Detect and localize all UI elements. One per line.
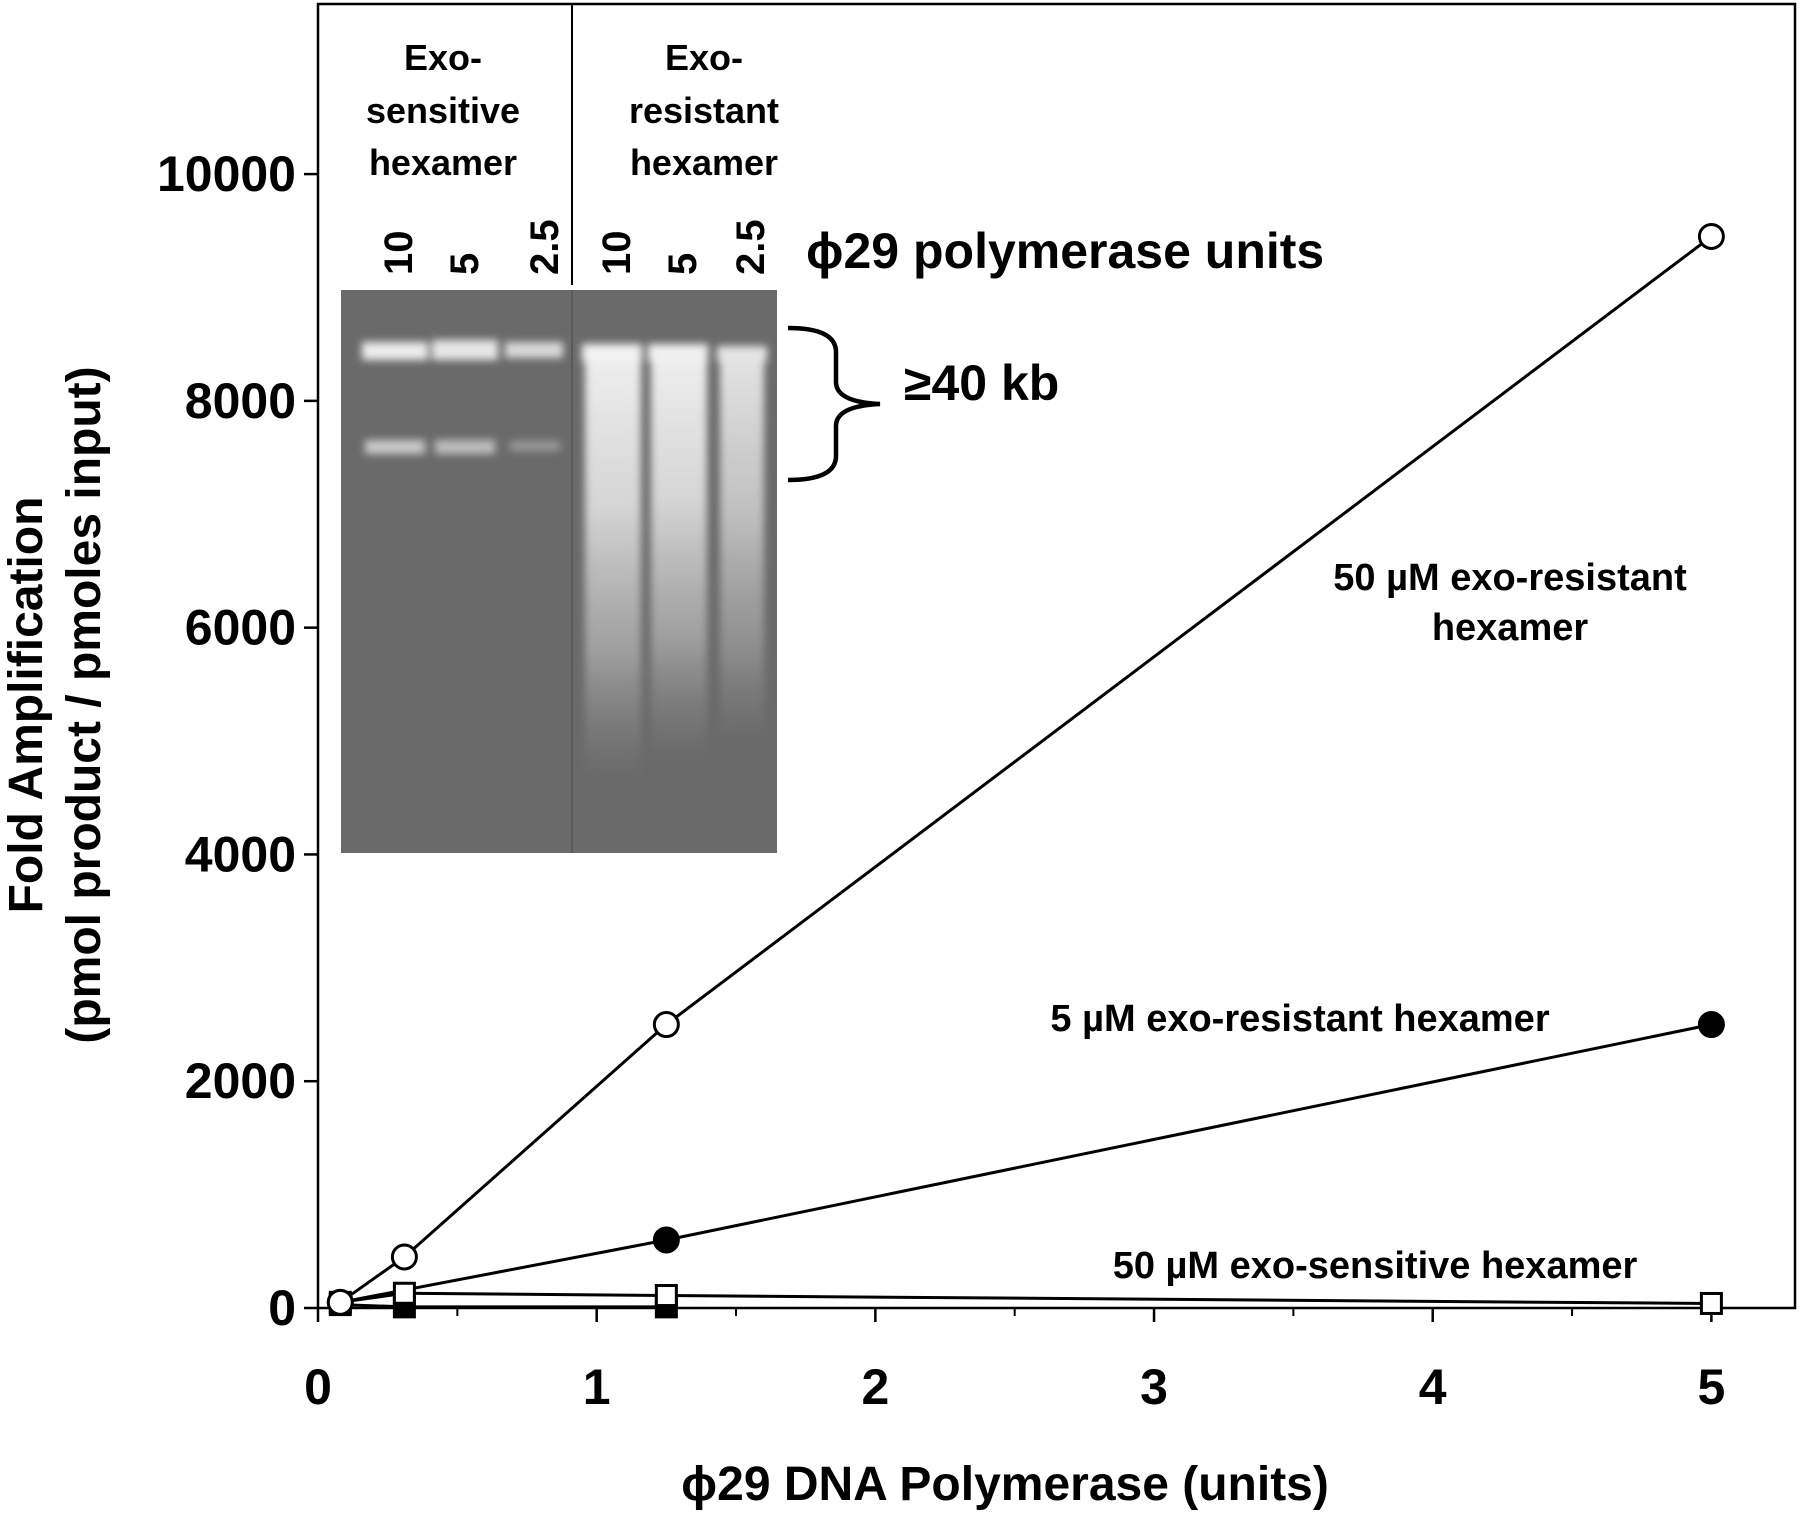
- y-tick-label: 2000: [185, 1053, 296, 1109]
- y-axis-title-line2: (pmol product / pmoles input): [58, 366, 111, 1043]
- series-markers: [326, 222, 1725, 1319]
- gel-band: [362, 342, 428, 360]
- inset-group-label-resistant-2: resistant: [629, 90, 779, 131]
- y-tick-label: 0: [268, 1280, 296, 1336]
- inset-group-label-resistant-1: Exo-: [665, 37, 743, 78]
- series-line-3: [340, 1291, 1712, 1305]
- gel-smear: [651, 360, 707, 760]
- inset-group-label-sensitive-2: sensitive: [366, 90, 520, 131]
- x-axis: 0 1 2 3 4 5: [304, 1308, 1725, 1415]
- gel-inset: [341, 290, 881, 853]
- data-point-open-circle: [652, 1011, 680, 1039]
- gel-band: [365, 440, 425, 454]
- inset-group-label-sensitive-3: hexamer: [369, 142, 517, 183]
- lane-label: 10: [377, 231, 421, 276]
- data-point-open-square: [654, 1284, 678, 1308]
- size-label: ≥40 kb: [904, 355, 1059, 411]
- inset-group-label-sensitive-1: Exo-: [404, 37, 482, 78]
- x-axis-title: ϕ29 DNA Polymerase (units): [681, 1458, 1329, 1511]
- gel-band: [510, 441, 560, 451]
- y-tick-label: 6000: [185, 600, 296, 656]
- gel-band: [505, 342, 563, 358]
- x-tick-label: 5: [1697, 1359, 1725, 1415]
- lanes-title: ϕ29 polymerase units: [806, 223, 1324, 279]
- x-tick-label: 0: [304, 1359, 332, 1415]
- gel-band: [648, 344, 708, 362]
- series-label-3: 50 µM exo-sensitive hexamer: [1113, 1245, 1638, 1287]
- x-tick-label: 1: [583, 1359, 611, 1415]
- lane-labels: 10 5 2.5 10 5 2.5: [377, 219, 773, 275]
- data-point-open-circle: [1697, 222, 1725, 250]
- y-axis-title-line1: Fold Amplification: [0, 497, 53, 914]
- series-line-4: [340, 1303, 667, 1309]
- data-point-open-circle: [326, 1288, 354, 1316]
- gel-band: [717, 346, 767, 362]
- gel-background: [341, 290, 777, 853]
- x-tick-label: 2: [861, 1359, 889, 1415]
- inset-group-label-resistant-3: hexamer: [630, 142, 778, 183]
- lane-label: 10: [595, 231, 639, 276]
- data-point-open-circle: [390, 1243, 418, 1271]
- data-point-open-square: [392, 1281, 416, 1305]
- data-point-filled-circle: [1697, 1011, 1725, 1039]
- gel-band: [582, 344, 642, 362]
- lane-label: 2.5: [729, 219, 773, 275]
- data-point-filled-circle: [652, 1226, 680, 1254]
- series-label-2: 5 µM exo-resistant hexamer: [1050, 998, 1549, 1040]
- y-axis: 0 2000 4000 6000 8000 10000: [157, 146, 318, 1336]
- gel-smear: [720, 362, 764, 742]
- series-label-1-line1: 50 µM exo-resistant: [1333, 557, 1687, 599]
- lane-label: 2.5: [523, 219, 567, 275]
- x-tick-label: 4: [1419, 1359, 1447, 1415]
- y-tick-label: 8000: [185, 373, 296, 429]
- x-tick-label: 3: [1140, 1359, 1168, 1415]
- y-tick-label: 10000: [157, 146, 296, 202]
- gel-band: [435, 440, 495, 454]
- size-brace: [787, 325, 881, 483]
- series-line-1: [339, 235, 1713, 1304]
- data-point-open-square: [1699, 1291, 1723, 1315]
- y-tick-label: 4000: [185, 826, 296, 882]
- plot-frame: [316, 2, 1797, 1310]
- lane-label: 5: [661, 253, 705, 275]
- lane-label: 5: [443, 253, 487, 275]
- gel-smear: [585, 360, 641, 780]
- gel-band: [432, 340, 498, 360]
- series-label-1-line2: hexamer: [1432, 607, 1589, 649]
